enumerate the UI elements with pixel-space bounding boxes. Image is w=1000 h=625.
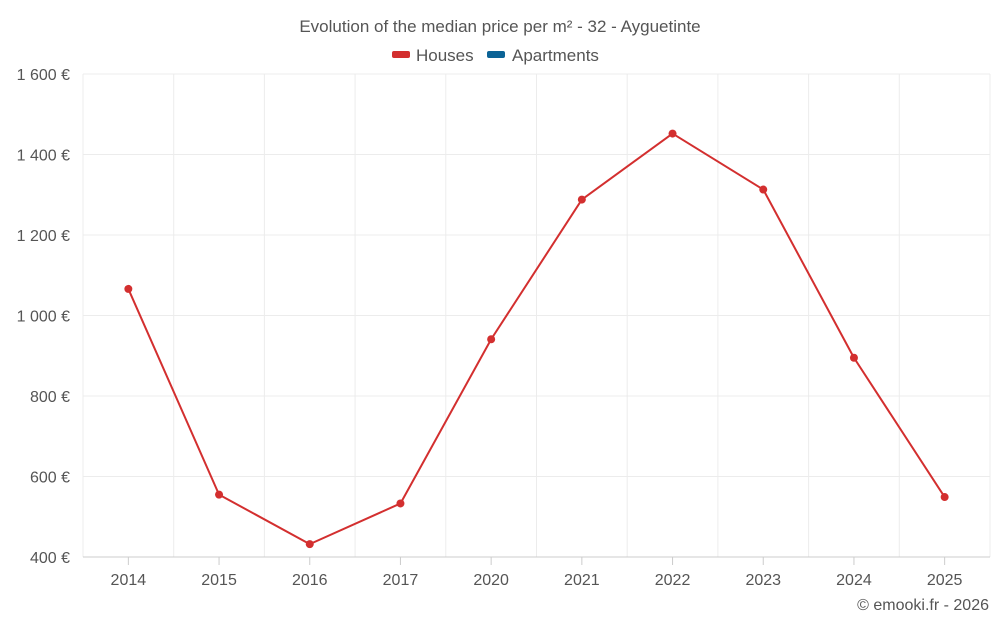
data-point-houses-2016[interactable] — [305, 540, 314, 549]
y-axis-tick-labels: 400 € 600 € 800 € 1 000 € 1 200 € 1 400 € 1 60… — [17, 67, 70, 567]
series-line-houses — [127, 132, 946, 546]
y-tick-label: 1 200 € — [17, 228, 70, 245]
x-tick-label: 2025 — [927, 572, 963, 589]
legend-label-houses: Houses — [416, 46, 474, 65]
x-tick-label: 2023 — [745, 572, 781, 589]
data-point-houses-2015[interactable] — [215, 490, 224, 499]
data-point-houses-2024[interactable] — [849, 353, 858, 362]
x-tick-label: 2020 — [473, 572, 509, 589]
data-point-houses-2021[interactable] — [577, 195, 586, 204]
y-tick-label: 400 € — [30, 550, 70, 567]
y-tick-label: 1 400 € — [17, 148, 70, 165]
x-tick-label: 2022 — [655, 572, 691, 589]
legend-swatch-apartments — [487, 51, 505, 58]
x-tick-label: 2024 — [836, 572, 872, 589]
credit-text: © emooki.fr - 2026 — [857, 597, 989, 614]
gridlines — [82, 73, 991, 557]
y-tick-label: 1 000 € — [17, 309, 70, 326]
x-tick-label: 2021 — [564, 572, 600, 589]
x-tick-label: 2016 — [292, 572, 328, 589]
legend-item-houses[interactable]: Houses — [392, 46, 474, 65]
data-point-houses-2017[interactable] — [396, 499, 405, 508]
data-point-houses-2022[interactable] — [668, 129, 677, 138]
x-tick-label: 2015 — [201, 572, 237, 589]
y-tick-label: 600 € — [30, 470, 70, 487]
data-point-houses-2023[interactable] — [759, 185, 768, 194]
y-tick-label: 800 € — [30, 389, 70, 406]
data-point-houses-2020[interactable] — [487, 335, 496, 344]
x-axis-tick-labels: 2014 2015 2016 2017 2020 2021 2022 2023 2024 2025 — [111, 557, 963, 589]
legend: Houses Apartments — [392, 46, 599, 65]
x-tick-label: 2014 — [111, 572, 147, 589]
y-tick-label: 1 600 € — [17, 67, 70, 84]
legend-item-apartments[interactable]: Apartments — [487, 46, 599, 65]
series-houses — [124, 129, 949, 549]
data-point-houses-2014[interactable] — [124, 284, 133, 293]
chart-title: Evolution of the median price per m² - 3… — [299, 17, 700, 36]
x-tick-label: 2017 — [383, 572, 419, 589]
data-point-houses-2025[interactable] — [940, 493, 949, 502]
legend-swatch-houses — [392, 51, 410, 58]
legend-label-apartments: Apartments — [512, 46, 599, 65]
